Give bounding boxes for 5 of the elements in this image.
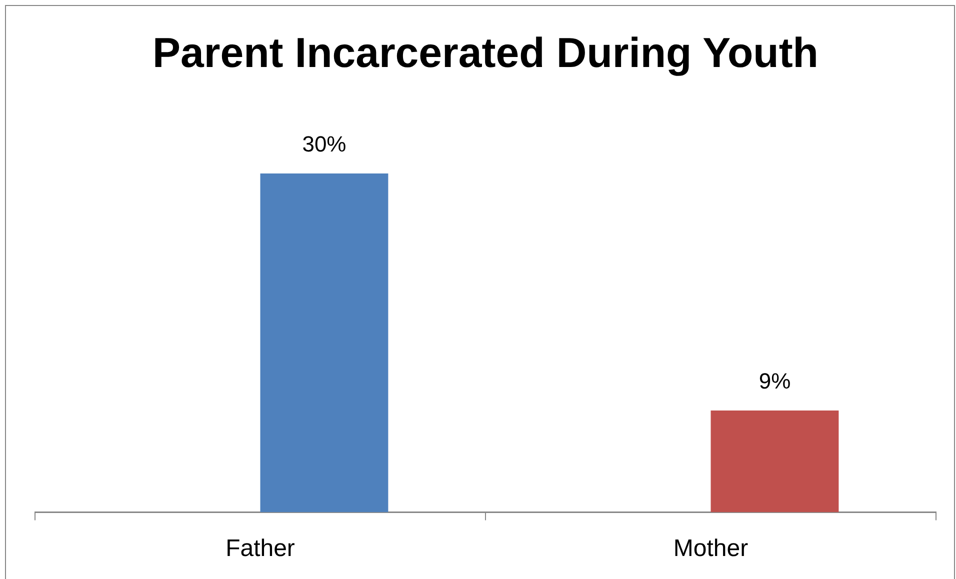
data-label: 30% xyxy=(302,131,346,156)
data-label: 9% xyxy=(758,368,791,394)
x-tick-label: Father xyxy=(226,535,295,562)
x-tick-label: Mother xyxy=(673,535,748,562)
chart-title: Parent Incarcerated During Youth xyxy=(152,28,818,76)
